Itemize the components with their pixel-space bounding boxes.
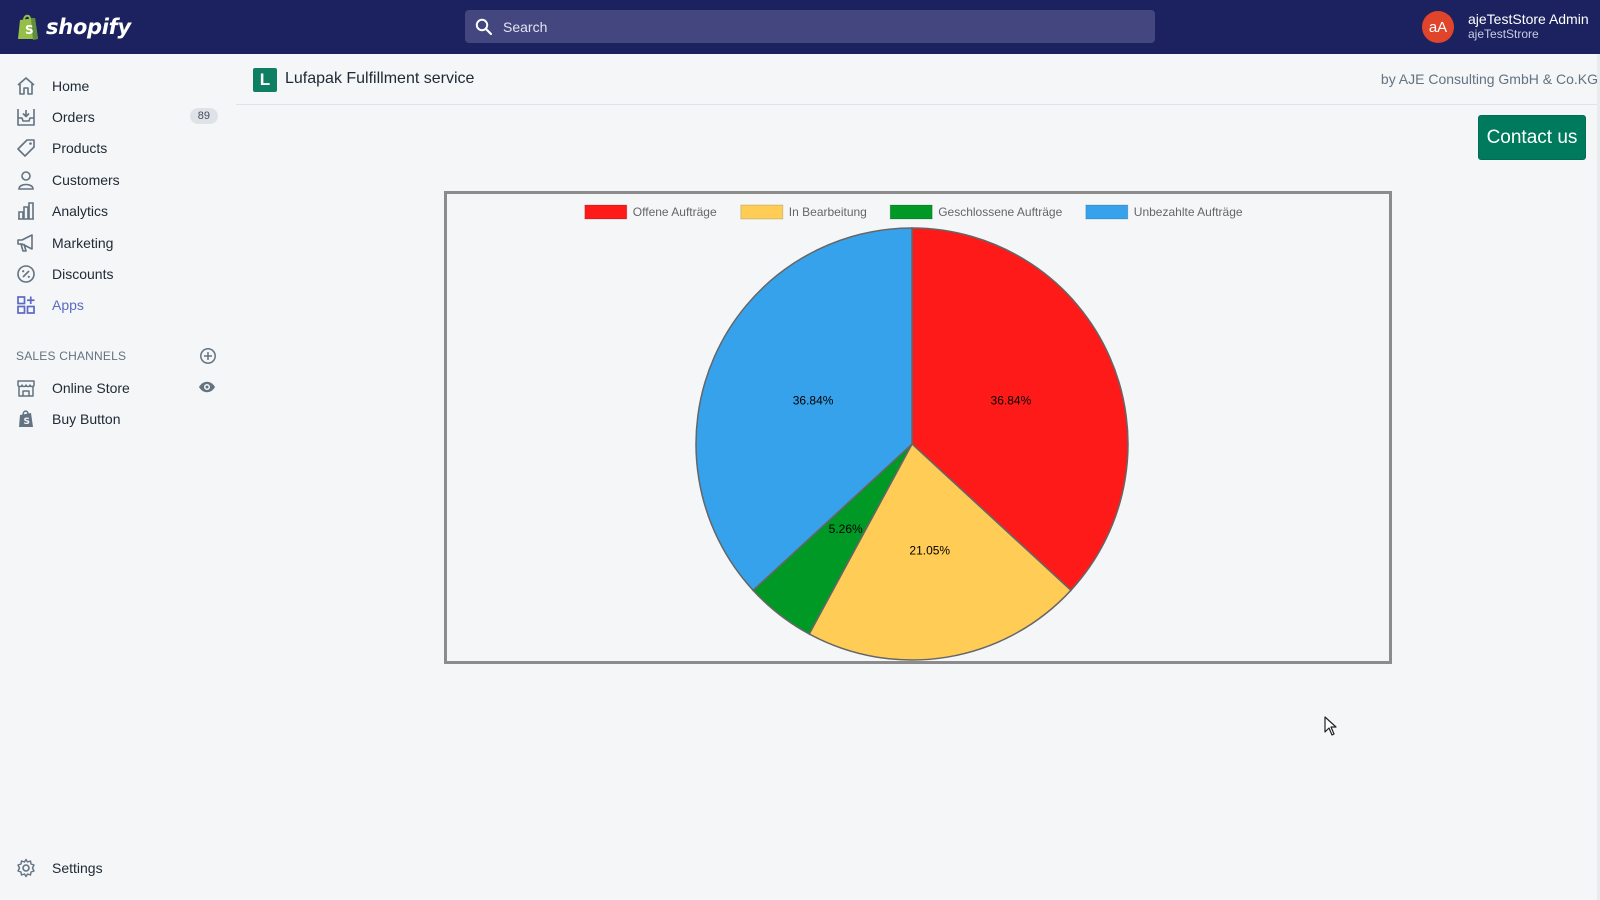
- app-header: L Lufapak Fulfillment service by AJE Con…: [236, 54, 1600, 105]
- user-menu[interactable]: aA ajeTestStore Admin ajeTestStrore: [1422, 10, 1589, 44]
- sidebar-item-orders[interactable]: Orders 89: [0, 101, 236, 132]
- orders-pie-chart: Offene Aufträge In Bearbeitung Geschlossen…: [444, 191, 1392, 664]
- view-store-eye-icon[interactable]: [198, 380, 216, 399]
- legend-swatch: [740, 204, 784, 220]
- sidebar-item-online-store[interactable]: Online Store: [0, 372, 236, 403]
- shopify-bag-icon: S: [18, 14, 38, 40]
- pie-slice[interactable]: [695, 227, 913, 592]
- megaphone-icon: [16, 233, 36, 253]
- user-name: ajeTestStore Admin: [1468, 11, 1589, 27]
- person-icon: [16, 170, 36, 190]
- legend-item[interactable]: In Bearbeitung: [740, 204, 867, 220]
- svg-text:S: S: [25, 23, 34, 37]
- legend-swatch: [1085, 204, 1129, 220]
- app-logo: L: [253, 68, 277, 92]
- slice-percent-label: 36.84%: [991, 394, 1032, 408]
- sidebar-nav: Home Orders 89 Products Customers Anal: [0, 70, 236, 321]
- sidebar-item-label: Discounts: [52, 266, 114, 283]
- pie-slice[interactable]: [911, 227, 1129, 592]
- shopping-bag-icon: S: [16, 409, 36, 429]
- sidebar-item-settings[interactable]: Settings: [0, 852, 236, 883]
- add-sales-channel-icon[interactable]: [199, 347, 217, 370]
- svg-text:S: S: [24, 417, 30, 427]
- shopify-logo[interactable]: S shopify: [16, 11, 131, 43]
- search-icon: [475, 18, 493, 35]
- legend-item[interactable]: Geschlossene Aufträge: [889, 204, 1063, 220]
- search-bar[interactable]: Search: [465, 10, 1155, 43]
- pie-slice[interactable]: [808, 442, 1072, 661]
- legend-label: Unbezahlte Aufträge: [1134, 205, 1243, 219]
- sidebar-item-label: Products: [52, 140, 108, 157]
- legend-swatch: [584, 204, 628, 220]
- sidebar-item-buy-button[interactable]: S Buy Button: [0, 403, 236, 434]
- mouse-pointer-icon: [1324, 716, 1338, 741]
- legend-item[interactable]: Unbezahlte Aufträge: [1085, 204, 1243, 220]
- sidebar-item-label: Apps: [52, 297, 84, 314]
- main-content: L Lufapak Fulfillment service by AJE Con…: [236, 54, 1600, 900]
- sales-channels-heading: SALES CHANNELS: [16, 349, 127, 363]
- pie-chart-canvas: Offene Aufträge In Bearbeitung Geschlossen…: [584, 204, 1243, 661]
- store-name: ajeTestStrore: [1468, 27, 1539, 41]
- sidebar-item-home[interactable]: Home: [0, 70, 236, 101]
- slice-percent-label: 5.26%: [829, 522, 863, 536]
- settings-section: Settings: [0, 852, 236, 883]
- sidebar-item-label: Customers: [52, 171, 120, 188]
- slice-percent-label: 36.84%: [793, 394, 834, 408]
- sidebar-item-label: Home: [52, 77, 90, 94]
- search-input[interactable]: Search: [503, 18, 548, 35]
- sidebar-item-marketing[interactable]: Marketing: [0, 227, 236, 258]
- legend-label: Geschlossene Aufträge: [938, 205, 1062, 219]
- user-info[interactable]: ajeTestStore Admin ajeTestStrore: [1468, 12, 1589, 42]
- apps-icon: [16, 295, 36, 315]
- bar-chart-icon: [16, 201, 36, 221]
- sidebar-item-label: Settings: [52, 859, 103, 876]
- app-title: Lufapak Fulfillment service: [285, 70, 475, 87]
- legend-swatch: [889, 204, 933, 220]
- orders-icon: [16, 107, 36, 127]
- sidebar-item-label: Buy Button: [52, 411, 121, 428]
- orders-count-badge: 89: [189, 108, 218, 125]
- legend-item[interactable]: Offene Aufträge: [584, 204, 717, 220]
- sidebar-item-analytics[interactable]: Analytics: [0, 196, 236, 227]
- slice-percent-label: 21.05%: [909, 544, 950, 558]
- sidebar-item-label: Marketing: [52, 234, 114, 251]
- sidebar-item-label: Analytics: [52, 203, 109, 220]
- discount-icon: [16, 264, 36, 284]
- store-icon: [16, 378, 36, 398]
- app-developer[interactable]: by AJE Consulting GmbH & Co.KG: [1380, 71, 1598, 87]
- brand-wordmark: shopify: [46, 15, 131, 39]
- contact-us-button[interactable]: Contact us: [1478, 115, 1586, 160]
- avatar[interactable]: aA: [1422, 11, 1454, 43]
- sidebar-item-apps[interactable]: Apps: [0, 290, 236, 321]
- scrollbar[interactable]: [1597, 54, 1600, 900]
- sidebar-item-discounts[interactable]: Discounts: [0, 258, 236, 289]
- sidebar-item-label: Online Store: [52, 379, 130, 396]
- sidebar: Home Orders 89 Products Customers Anal: [0, 54, 236, 900]
- home-icon: [16, 76, 36, 96]
- legend-label: Offene Aufträge: [633, 205, 717, 219]
- legend-label: In Bearbeitung: [789, 205, 867, 219]
- gear-icon: [16, 858, 36, 878]
- sidebar-item-customers[interactable]: Customers: [0, 164, 236, 195]
- sidebar-item-label: Orders: [52, 109, 95, 126]
- top-bar: S shopify Search aA ajeTestStore Admin a…: [0, 0, 1600, 54]
- sidebar-item-products[interactable]: Products: [0, 133, 236, 164]
- tag-icon: [16, 138, 36, 158]
- sales-channels-list: Online Store S Buy Button: [0, 372, 236, 435]
